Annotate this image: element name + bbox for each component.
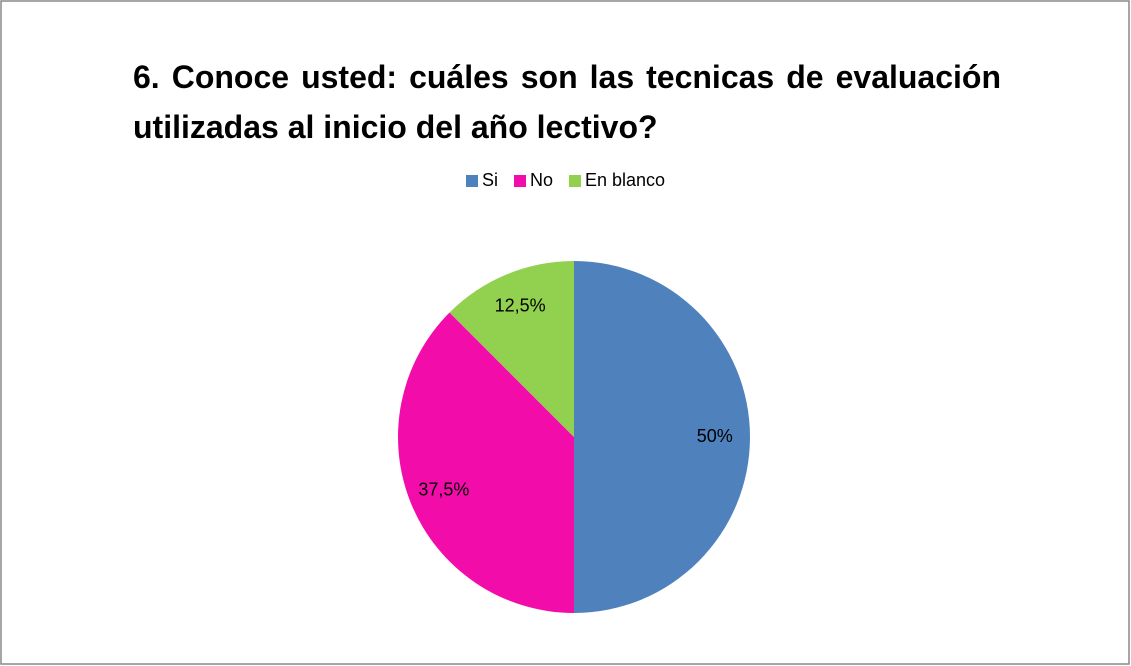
legend-label: Si	[481, 170, 498, 190]
pie-slice	[449, 261, 574, 437]
legend-item: No	[513, 170, 553, 191]
legend-item: Si	[465, 170, 498, 191]
pie-slice	[397, 312, 574, 613]
chart-title: 6. Conoce usted: cuáles son las tecnicas…	[133, 59, 1001, 145]
legend: Si No En blanco	[0, 170, 1131, 191]
legend-item: En blanco	[568, 170, 666, 191]
legend-label: En blanco	[584, 170, 666, 190]
legend-swatch	[513, 174, 526, 187]
data-label: 12,5%	[495, 296, 546, 316]
legend-swatch	[568, 174, 581, 187]
legend-label: No	[529, 170, 553, 190]
data-label: 50%	[697, 426, 733, 446]
data-label: 37,5%	[418, 480, 469, 500]
legend-swatch	[465, 174, 478, 187]
pie-slice	[574, 261, 750, 613]
